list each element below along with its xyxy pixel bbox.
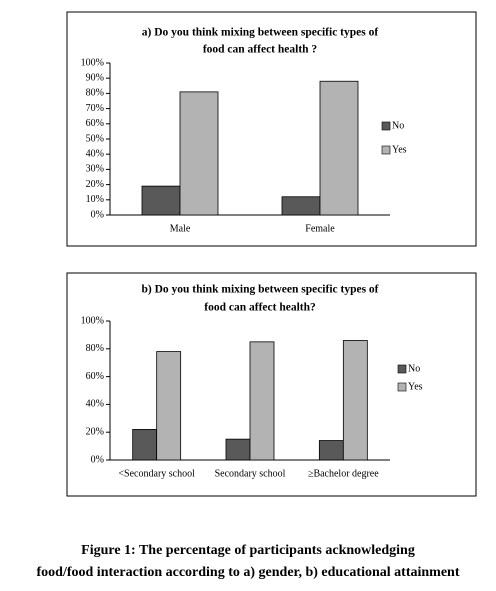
- bar: [281, 196, 321, 216]
- bar: [179, 91, 219, 216]
- y-tick-label: 60%: [86, 371, 104, 382]
- x-tick-label: ≥Bachelor degree: [308, 468, 379, 479]
- x-tick-label: Female: [305, 223, 335, 234]
- y-tick-label: 70%: [86, 103, 104, 114]
- y-tick-label: 90%: [86, 72, 104, 83]
- bar: [156, 351, 182, 461]
- bar: [225, 438, 251, 461]
- chart-frame: [66, 272, 477, 497]
- y-tick-label: 0%: [91, 454, 104, 465]
- y-tick-label: 40%: [86, 399, 104, 410]
- y-tick-label: 60%: [86, 118, 104, 129]
- legend-swatch: [397, 364, 407, 374]
- x-tick-label: <Secondary school: [118, 468, 195, 479]
- legend-swatch: [381, 121, 391, 131]
- chart-title: food can affect health?: [204, 302, 316, 314]
- y-tick-label: 0%: [91, 209, 104, 220]
- y-tick-label: 30%: [86, 164, 104, 175]
- y-tick-label: 80%: [86, 343, 104, 354]
- legend-label: Yes: [408, 381, 423, 392]
- legend-label: Yes: [392, 144, 407, 155]
- caption-line: Figure 1: The percentage of participants…: [81, 543, 415, 558]
- legend-swatch: [397, 382, 407, 392]
- chart-title: b) Do you think mixing between specific …: [141, 284, 378, 296]
- bar: [249, 341, 275, 461]
- bar: [319, 80, 359, 216]
- y-tick-label: 20%: [86, 179, 104, 190]
- y-tick-label: 50%: [86, 133, 104, 144]
- legend-swatch: [381, 145, 391, 155]
- legend-label: No: [408, 363, 420, 374]
- chart-title: food can affect health ?: [203, 44, 318, 56]
- y-tick-label: 80%: [86, 88, 104, 99]
- caption-line: food/food interaction according to a) ge…: [37, 565, 460, 580]
- chart-frame: [66, 11, 477, 247]
- y-tick-label: 20%: [86, 426, 104, 437]
- y-tick-label: 100%: [81, 57, 104, 68]
- x-tick-label: Secondary school: [215, 468, 286, 479]
- y-tick-label: 10%: [86, 194, 104, 205]
- bar: [342, 340, 368, 461]
- chart-title: a) Do you think mixing between specific …: [142, 27, 379, 39]
- y-tick-label: 40%: [86, 148, 104, 159]
- legend-label: No: [392, 120, 404, 131]
- y-tick-label: 100%: [81, 315, 104, 326]
- bar: [132, 429, 158, 461]
- x-tick-label: Male: [170, 223, 191, 234]
- bar: [318, 440, 344, 461]
- bar: [141, 185, 181, 216]
